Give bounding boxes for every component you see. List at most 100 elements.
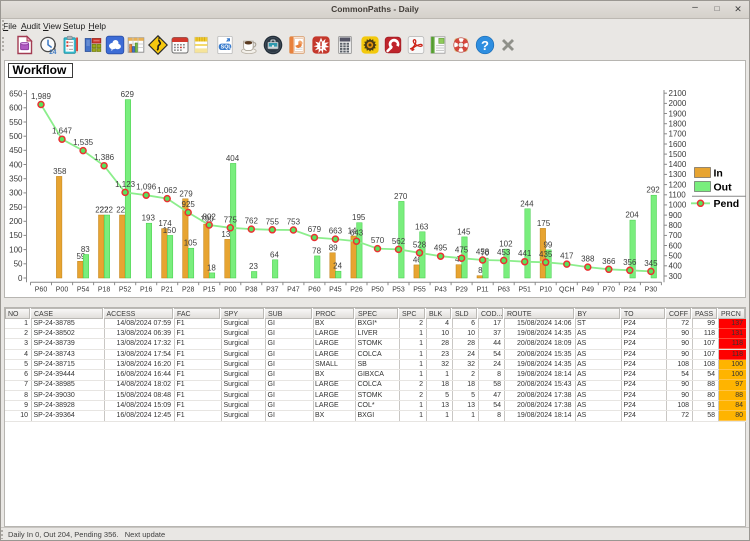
svg-text:458: 458	[476, 248, 490, 257]
svg-text:105: 105	[184, 239, 198, 248]
svg-text:1700: 1700	[669, 130, 687, 139]
svg-text:64: 64	[270, 250, 279, 259]
svg-text:204: 204	[625, 211, 639, 220]
svg-text:?: ?	[481, 38, 489, 53]
svg-text:P45: P45	[329, 287, 342, 294]
svg-text:1,062: 1,062	[157, 186, 178, 195]
svg-text:356: 356	[623, 258, 637, 267]
svg-text:P49: P49	[582, 287, 595, 294]
svg-text:70: 70	[480, 249, 489, 258]
svg-text:P29: P29	[455, 287, 468, 294]
svg-text:453: 453	[497, 248, 511, 257]
svg-text:663: 663	[329, 227, 343, 236]
svg-text:1600: 1600	[669, 140, 687, 149]
svg-text:P21: P21	[161, 287, 174, 294]
svg-text:1,096: 1,096	[136, 183, 157, 192]
svg-text:46: 46	[413, 255, 422, 264]
svg-text:1900: 1900	[669, 109, 687, 118]
svg-text:900: 900	[669, 211, 683, 220]
svg-text:270: 270	[394, 192, 408, 201]
svg-text:P10: P10	[539, 287, 552, 294]
svg-text:643: 643	[350, 229, 364, 238]
svg-text:366: 366	[602, 257, 616, 266]
svg-text:P16: P16	[140, 287, 153, 294]
svg-text:244: 244	[520, 199, 534, 208]
svg-text:679: 679	[308, 225, 322, 234]
svg-text:0: 0	[18, 274, 23, 283]
svg-text:Out: Out	[714, 182, 733, 194]
svg-text:925: 925	[182, 200, 196, 209]
svg-text:163: 163	[415, 222, 429, 231]
svg-text:50: 50	[14, 260, 23, 269]
svg-text:150: 150	[163, 226, 177, 235]
svg-text:78: 78	[312, 246, 321, 255]
svg-text:600: 600	[9, 104, 23, 113]
svg-text:404: 404	[226, 154, 240, 163]
svg-text:24: 24	[49, 49, 57, 55]
svg-text:18: 18	[207, 263, 216, 272]
svg-text:562: 562	[392, 237, 406, 246]
svg-text:89: 89	[329, 243, 338, 252]
svg-text:83: 83	[81, 245, 90, 254]
svg-text:99: 99	[543, 240, 552, 249]
svg-text:802: 802	[203, 213, 217, 222]
svg-text:358: 358	[53, 167, 67, 176]
svg-text:P30: P30	[645, 287, 658, 294]
svg-text:In: In	[714, 168, 723, 180]
svg-text:388: 388	[581, 255, 595, 264]
svg-text:500: 500	[9, 132, 23, 141]
svg-text:1000: 1000	[669, 201, 687, 210]
svg-text:195: 195	[352, 213, 366, 222]
svg-text:P00: P00	[56, 287, 69, 294]
svg-text:P26: P26	[350, 287, 363, 294]
svg-text:753: 753	[287, 218, 301, 227]
svg-text:P18: P18	[98, 287, 111, 294]
svg-text:1,123: 1,123	[115, 180, 136, 189]
svg-text:145: 145	[457, 227, 471, 236]
svg-text:150: 150	[9, 231, 23, 240]
svg-text:450: 450	[9, 146, 23, 155]
svg-text:175: 175	[537, 219, 551, 228]
svg-text:Pend: Pend	[714, 198, 740, 210]
svg-text:755: 755	[266, 217, 280, 226]
svg-text:148: 148	[348, 227, 362, 236]
svg-text:8: 8	[478, 266, 483, 275]
svg-text:P52: P52	[119, 287, 132, 294]
svg-text:2000: 2000	[669, 99, 687, 108]
svg-text:222: 222	[100, 206, 114, 215]
svg-text:350: 350	[9, 175, 23, 184]
svg-text:1,989: 1,989	[31, 92, 52, 101]
svg-text:1800: 1800	[669, 120, 687, 129]
svg-text:279: 279	[179, 189, 193, 198]
svg-text:P37: P37	[266, 287, 279, 294]
svg-text:P55: P55	[413, 287, 426, 294]
svg-text:1200: 1200	[669, 180, 687, 189]
svg-text:P47: P47	[287, 287, 300, 294]
svg-text:1,386: 1,386	[94, 153, 115, 162]
svg-text:P11: P11	[477, 287, 489, 294]
svg-text:650: 650	[9, 89, 23, 98]
svg-text:136: 136	[221, 230, 235, 239]
svg-text:P38: P38	[245, 287, 258, 294]
svg-text:P60: P60	[308, 287, 321, 294]
svg-text:400: 400	[9, 160, 23, 169]
svg-text:441: 441	[518, 249, 532, 258]
svg-text:P43: P43	[434, 287, 447, 294]
svg-text:1300: 1300	[669, 170, 687, 179]
svg-text:P15: P15	[203, 287, 216, 294]
svg-text:200: 200	[9, 217, 23, 226]
svg-text:100: 100	[9, 245, 23, 254]
svg-text:435: 435	[539, 250, 553, 259]
svg-text:629: 629	[121, 90, 135, 99]
svg-text:550: 550	[9, 118, 23, 127]
svg-text:292: 292	[646, 186, 660, 195]
svg-text:600: 600	[669, 241, 683, 250]
svg-text:193: 193	[142, 214, 156, 223]
svg-text:P24: P24	[624, 287, 637, 294]
svg-text:300: 300	[669, 272, 683, 281]
svg-text:23: 23	[249, 262, 258, 271]
svg-text:174: 174	[158, 219, 172, 228]
svg-text:1,647: 1,647	[52, 127, 73, 136]
svg-text:775: 775	[224, 215, 238, 224]
svg-text:P63: P63	[497, 287, 510, 294]
